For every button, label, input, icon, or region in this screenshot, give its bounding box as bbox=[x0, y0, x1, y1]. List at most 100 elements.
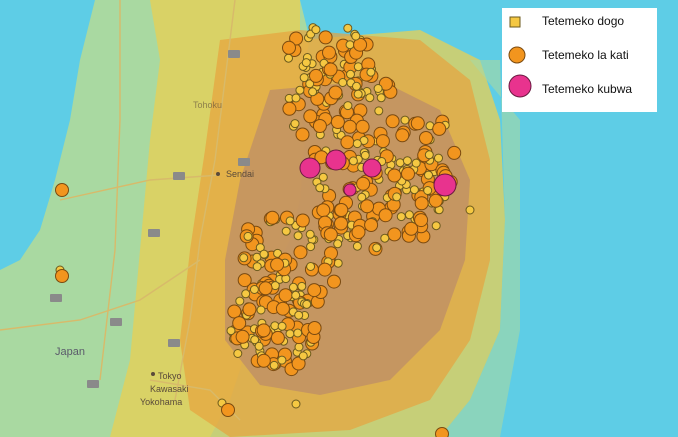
quake-marker bbox=[343, 101, 353, 111]
quake-marker bbox=[362, 158, 382, 178]
roads bbox=[0, 0, 241, 421]
quake-marker bbox=[242, 302, 257, 317]
quake-marker bbox=[318, 172, 328, 182]
quake-marker bbox=[419, 131, 433, 145]
quake-marker bbox=[291, 399, 301, 409]
quake-marker bbox=[338, 78, 348, 87]
quake-marker bbox=[295, 85, 305, 95]
quake-marker bbox=[414, 196, 429, 211]
quake-marker bbox=[227, 304, 242, 319]
quake-marker bbox=[323, 227, 338, 242]
quake-marker bbox=[327, 274, 341, 289]
quake-marker bbox=[299, 73, 309, 83]
quake-marker bbox=[428, 193, 443, 208]
quake-marker bbox=[293, 328, 303, 338]
place-yokohama: Yokohama bbox=[140, 397, 182, 407]
quake-marker bbox=[360, 199, 375, 214]
quake-marker bbox=[360, 150, 370, 160]
legend: Tetemeko dogo Tetemeko la kati Tetemeko … bbox=[502, 8, 657, 112]
quake-marker bbox=[432, 121, 447, 136]
quake-marker bbox=[411, 158, 421, 168]
quake-marker bbox=[288, 282, 298, 292]
quake-marker bbox=[270, 257, 285, 272]
quake-marker bbox=[284, 53, 293, 63]
quake-marker bbox=[334, 203, 349, 217]
quake-marker bbox=[278, 288, 293, 303]
quake-marker bbox=[275, 301, 290, 316]
quake-marker bbox=[340, 135, 355, 150]
quake-marker bbox=[249, 285, 259, 294]
quake-marker bbox=[232, 316, 247, 331]
quake-marker bbox=[233, 349, 243, 358]
quake-marker bbox=[254, 341, 264, 351]
quake-marker bbox=[402, 156, 412, 166]
quake-marker bbox=[385, 114, 400, 129]
quake-marker bbox=[259, 249, 269, 259]
quake-marker bbox=[294, 342, 304, 352]
quake-marker bbox=[392, 192, 402, 202]
quake-marker bbox=[55, 183, 69, 197]
quake-marker bbox=[348, 156, 358, 166]
quake-marker bbox=[318, 30, 333, 45]
legend-label-large: Tetemeko kubwa bbox=[542, 82, 633, 96]
quake-marker bbox=[345, 40, 355, 50]
place-tokyo: Tokyo bbox=[158, 371, 182, 381]
quake-marker bbox=[250, 335, 260, 345]
quake-marker bbox=[343, 183, 357, 197]
quake-marker bbox=[372, 243, 382, 253]
quake-marker bbox=[291, 93, 301, 103]
quake-marker bbox=[404, 221, 419, 236]
quake-marker bbox=[364, 218, 379, 232]
quake-marker bbox=[395, 158, 405, 168]
quake-marker bbox=[410, 116, 425, 131]
quake-marker bbox=[333, 258, 343, 268]
legend-item-large: Tetemeko kubwa bbox=[502, 72, 657, 98]
quake-marker bbox=[342, 119, 357, 134]
quake-marker bbox=[387, 227, 402, 242]
quake-marker bbox=[297, 281, 307, 291]
quake-marker bbox=[301, 58, 311, 68]
quake-marker bbox=[343, 23, 353, 33]
quake-marker bbox=[316, 203, 331, 218]
legend-item-small: Tetemeko dogo bbox=[502, 14, 657, 38]
quake-marker bbox=[351, 31, 361, 41]
quake-marker bbox=[281, 226, 291, 236]
quake-marker bbox=[365, 93, 375, 103]
place-tohoku: Tohoku bbox=[193, 100, 222, 110]
quake-marker bbox=[414, 213, 429, 228]
quake-marker bbox=[293, 231, 303, 241]
quake-marker bbox=[256, 353, 271, 368]
quake-marker bbox=[328, 85, 343, 100]
quake-marker bbox=[282, 101, 297, 116]
quake-marker bbox=[374, 106, 384, 116]
quake-marker bbox=[387, 168, 402, 183]
quake-marker bbox=[291, 290, 301, 300]
quake-marker bbox=[269, 360, 279, 370]
quake-marker bbox=[433, 173, 457, 197]
quake-marker bbox=[306, 262, 316, 271]
quake-marker bbox=[404, 210, 414, 220]
quake-marker bbox=[378, 76, 393, 91]
quake-marker bbox=[277, 321, 287, 331]
quake-marker bbox=[346, 69, 355, 79]
quake-marker bbox=[243, 231, 253, 241]
quake-marker bbox=[273, 248, 283, 258]
quake-marker bbox=[352, 241, 362, 251]
quake-marker bbox=[424, 150, 434, 160]
quake-marker bbox=[423, 186, 433, 195]
quake-marker bbox=[325, 149, 347, 171]
quake-marker bbox=[294, 310, 304, 320]
legend-label-small: Tetemeko dogo bbox=[542, 14, 625, 28]
quake-marker bbox=[270, 330, 285, 345]
quake-marker bbox=[323, 62, 338, 77]
quake-marker bbox=[290, 119, 300, 129]
quake-marker bbox=[378, 208, 393, 223]
quake-marker bbox=[322, 45, 336, 60]
place-labels: Sendai Japan Tokyo Kawasaki Yokohama Toh… bbox=[55, 100, 254, 407]
small-quake-icon bbox=[509, 16, 521, 28]
quake-marker bbox=[299, 157, 321, 179]
quake-marker bbox=[285, 216, 295, 226]
quake-marker bbox=[355, 119, 370, 134]
quake-marker bbox=[306, 242, 316, 252]
quake-marker bbox=[226, 326, 236, 336]
